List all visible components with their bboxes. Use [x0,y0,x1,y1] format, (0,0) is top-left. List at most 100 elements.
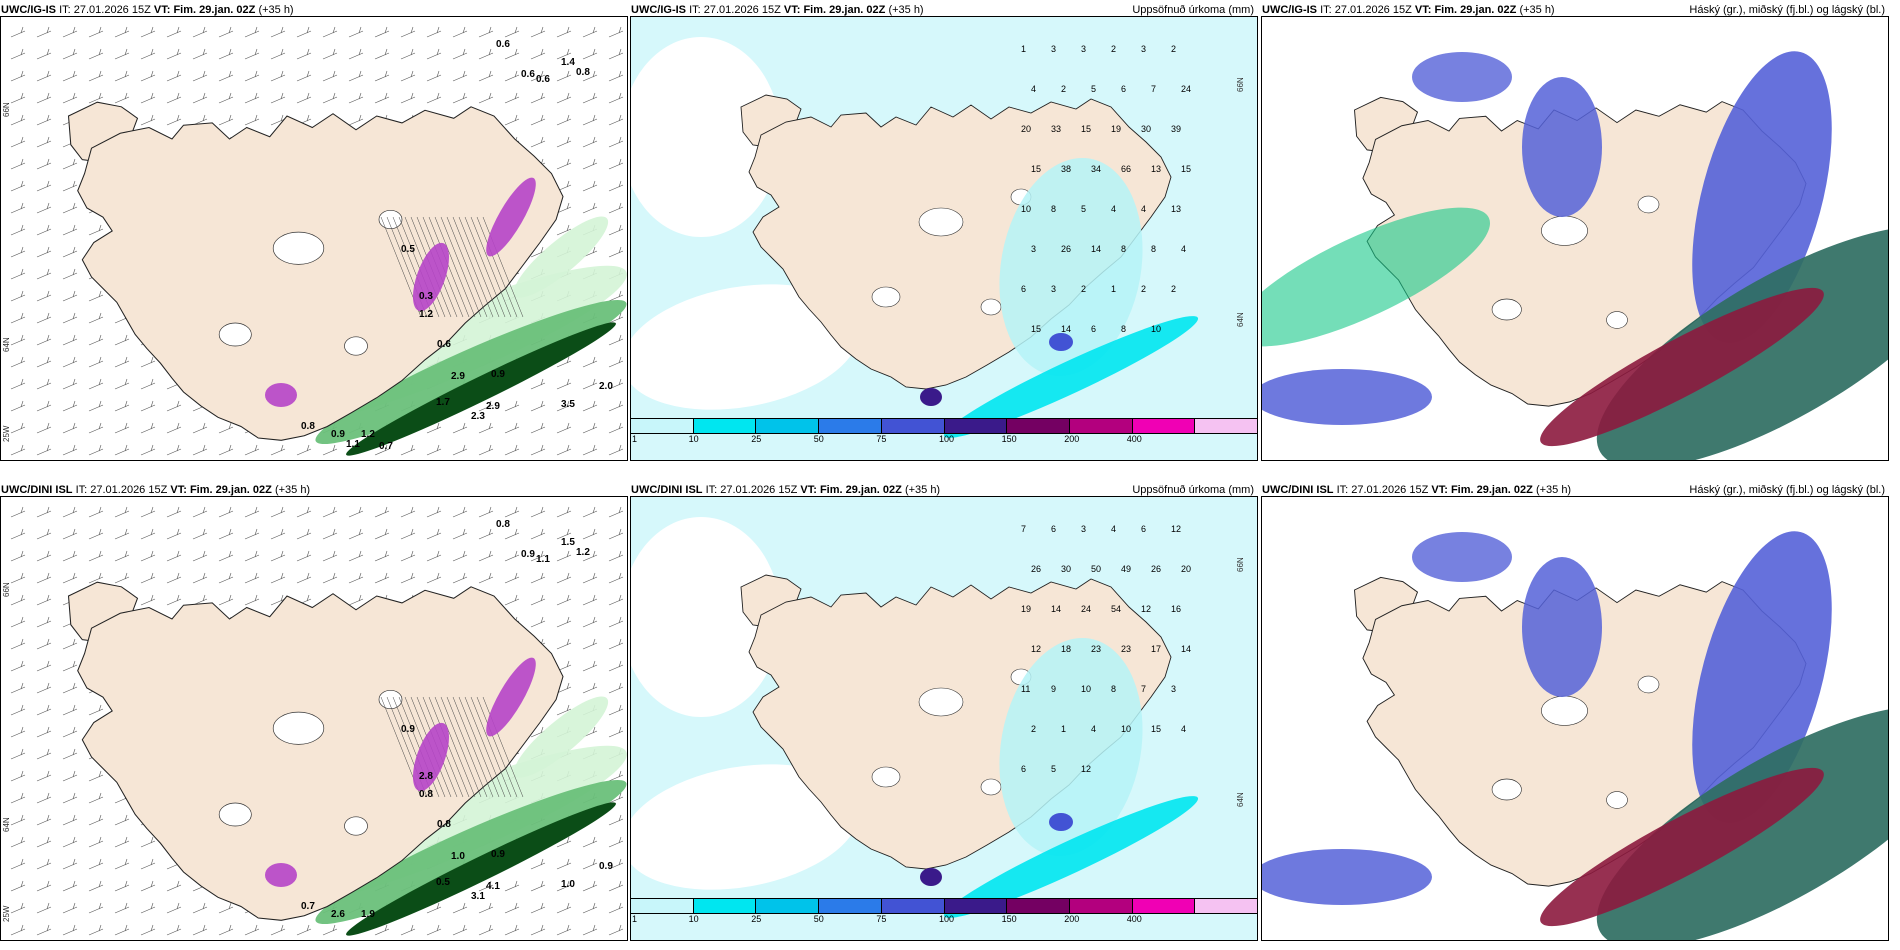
precip-value-label: 15 [1081,124,1091,134]
wind-value-label: 2.3 [471,411,485,422]
wind-barb [504,528,520,540]
wind-barb [426,422,442,434]
precip-value-label: 4 [1111,204,1116,214]
wind-barb [270,114,286,126]
wind-barb [10,334,26,346]
wind-barb [270,528,286,540]
map-wind-snow: 66N64N25W20W15W0.80.91.11.21.50.92.80.80… [0,496,628,941]
wind-barb [556,70,572,82]
wind-barb [270,70,286,82]
wind-barb [374,550,390,562]
wind-barb [10,92,26,104]
axis-tick-label: 66N [2,102,11,117]
lead-time: (+35 h) [1535,484,1572,496]
wind-barb [36,924,52,936]
precip-value-label: 7 [1141,684,1146,694]
wind-barb [504,48,520,60]
cloud-low [1540,287,1824,447]
wind-barb [400,924,416,936]
wind-barb [166,400,182,412]
wind-barb [62,202,78,214]
wind-barb [608,616,624,628]
precip-value-label: 26 [1151,564,1161,574]
wind-barb [114,26,130,38]
wind-value-label: 2.8 [419,771,433,782]
wind-barb [88,378,104,390]
wind-barb [36,92,52,104]
wind-barb [62,444,78,456]
wind-barb [582,660,598,672]
snow-core [265,863,297,887]
precip-area [999,637,1143,857]
wind-barb [426,572,442,584]
wind-barb [140,902,156,914]
precip-value-label: 14 [1181,644,1191,654]
wind-barb [374,572,390,584]
wind-barb [452,572,468,584]
precip-value-label: 4 [1181,724,1186,734]
wind-barb [556,572,572,584]
wind-barb [36,814,52,826]
wind-barb [348,92,364,104]
wind-barb [478,902,494,914]
wind-barb [10,506,26,518]
wind-barb [582,136,598,148]
wind-barb [114,880,130,892]
vt-label: VT: [153,4,171,16]
vt-label: VT: [783,4,801,16]
wind-barb [556,550,572,562]
wind-value-label: 0.8 [576,67,590,78]
wind-barb [374,528,390,540]
wind-barb [556,506,572,518]
precip-colorbar: 1 10 25 50 75 100 150 200 400 [630,898,1258,925]
axis-tick-label: 64N [2,337,11,352]
wind-barb [10,202,26,214]
wind-barb [10,572,26,584]
wind-barb [608,550,624,562]
wind-barb [322,550,338,562]
precip-value-label: 6 [1021,284,1026,294]
wind-barb [426,528,442,540]
wind-barb [10,158,26,170]
precip-value-label: 49 [1121,564,1131,574]
wind-barb [608,202,624,214]
precip-value-label: 34 [1091,164,1101,174]
wind-barb [244,594,260,606]
wind-value-label: 0.6 [521,69,535,80]
model-name: UWC/IG-IS [631,4,686,16]
wind-barb [62,638,78,650]
colorbar-label: 150 [1001,914,1017,924]
wind-barb [556,356,572,368]
wind-barb [556,400,572,412]
model-name: UWC/DINI ISL [1,484,73,496]
precip-value-label: 2 [1031,724,1036,734]
wind-barb [10,726,26,738]
colorbar-label: 1 [632,434,638,444]
wind-barb [608,400,624,412]
wind-barb [36,444,52,456]
precip-value-label: 4 [1111,524,1116,534]
map-clouds [1261,496,1889,941]
wind-barb [36,880,52,892]
wind-barb [270,92,286,104]
wind-barb [88,858,104,870]
wind-barb [478,422,494,434]
wind-barb [10,704,26,716]
wind-barb [88,444,104,456]
wind-barb [10,224,26,236]
wind-value-label: 3.5 [561,399,575,410]
colorbar-label: 400 [1126,914,1142,924]
wind-barb [400,92,416,104]
wind-barb [88,572,104,584]
wind-barb [88,290,104,302]
wind-value-label: 2.9 [451,371,465,382]
wind-barb [88,422,104,434]
wind-barb [608,70,624,82]
snow-core [486,177,536,257]
valid-time: Fim. 29.jan. 02Z [1434,4,1517,16]
wind-value-label: 0.8 [301,421,315,432]
wind-barb [10,638,26,650]
wind-band-light [513,216,609,298]
wind-barb [62,48,78,60]
wind-barb [400,70,416,82]
